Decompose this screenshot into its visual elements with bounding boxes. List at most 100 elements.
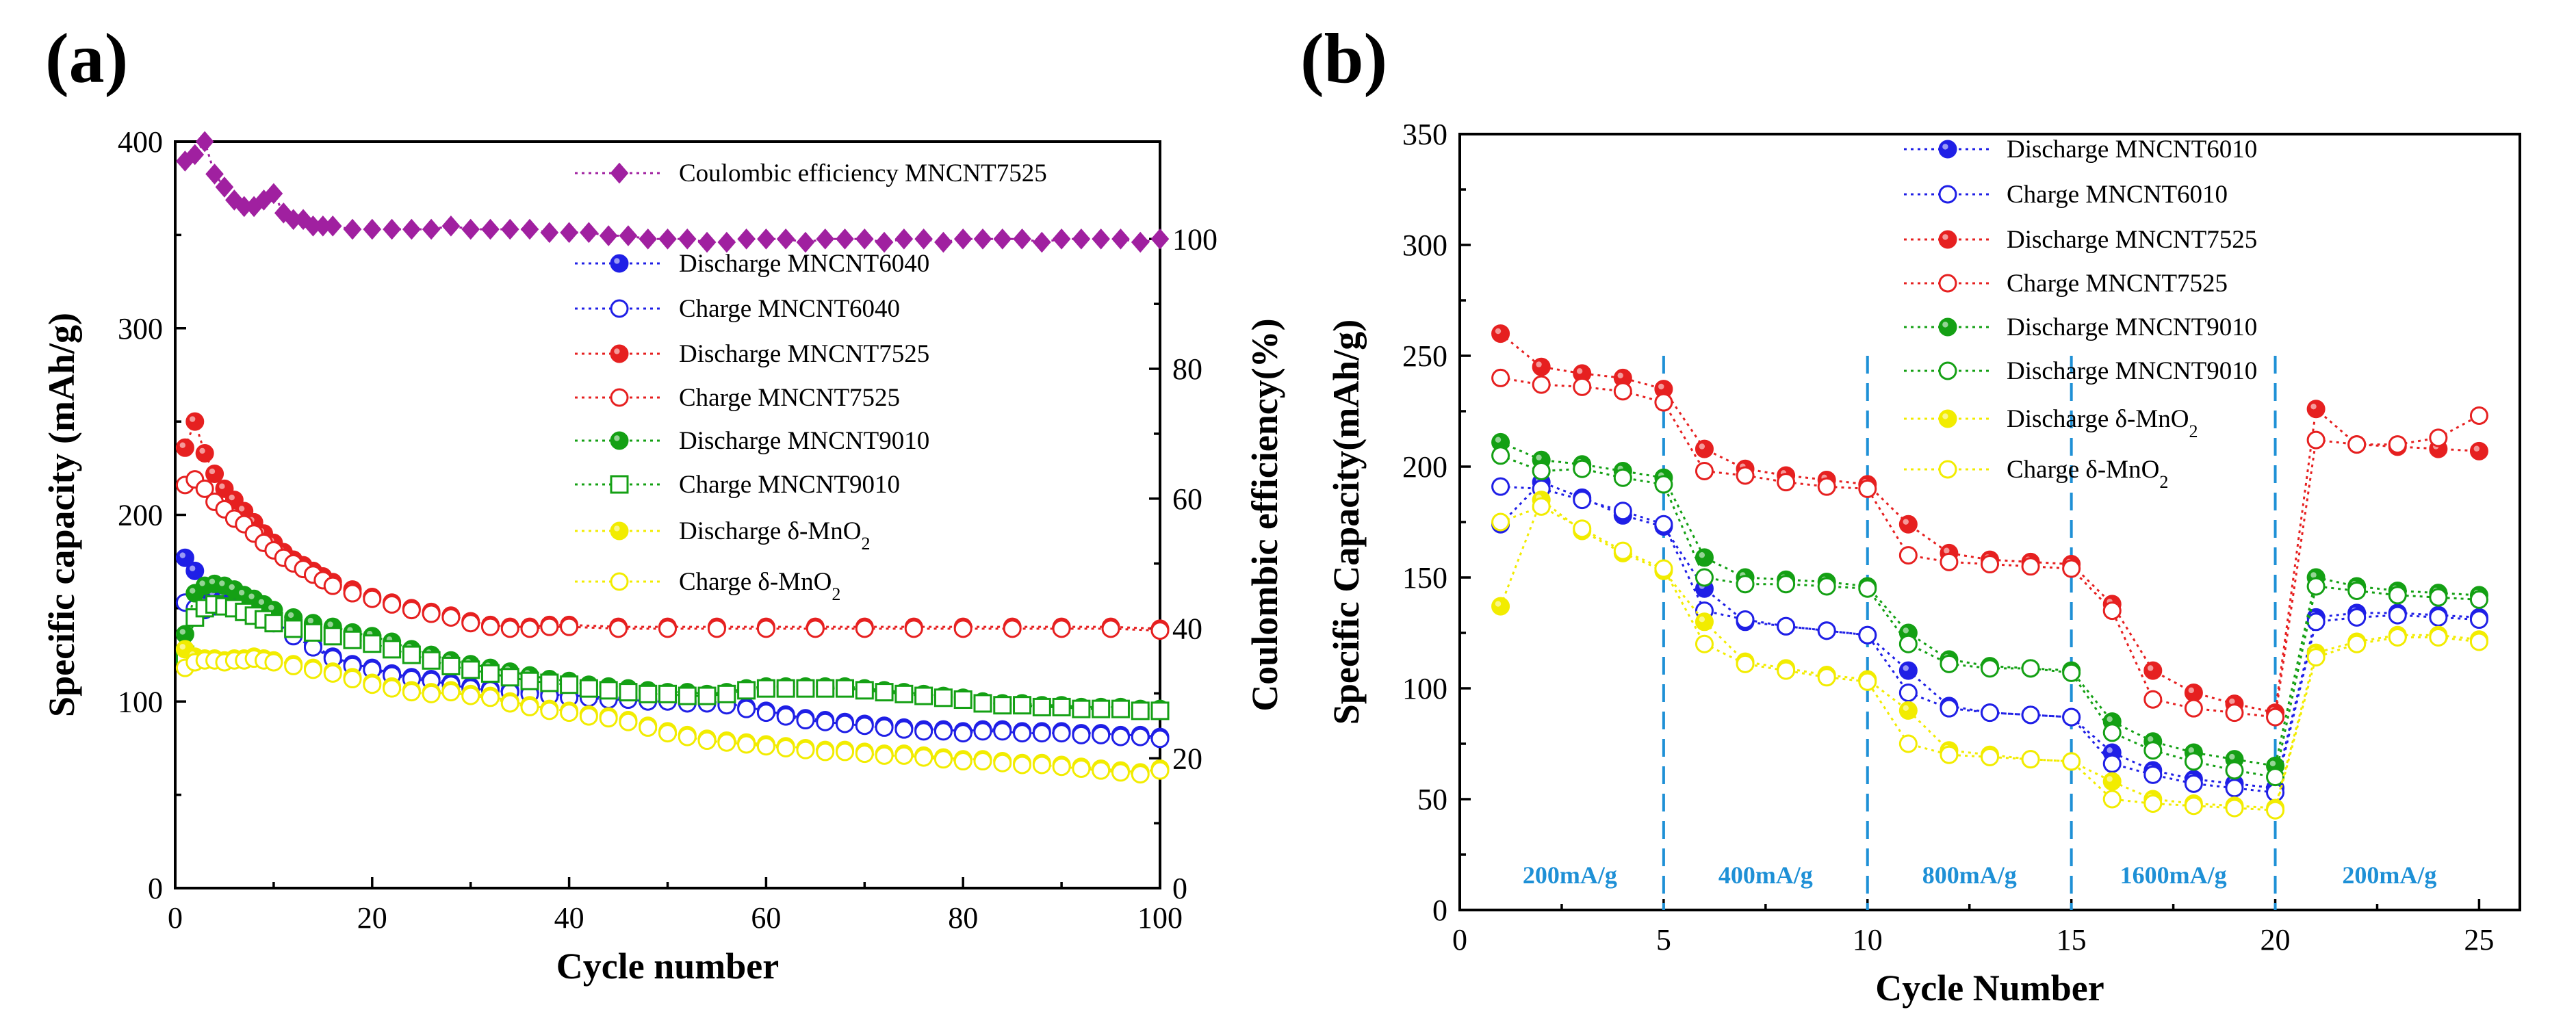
data-point (697, 231, 717, 253)
y-tick-label: 100 (118, 685, 163, 718)
series-line (183, 418, 1161, 630)
data-point (363, 675, 382, 694)
data-point (836, 714, 855, 733)
rate-label: 200mA/g (2342, 861, 2436, 889)
data-point (2388, 435, 2407, 454)
legend-label: Charge δ-MnO2 (2007, 456, 2168, 492)
legend-marker (1938, 409, 1957, 428)
data-point (914, 748, 933, 767)
data-point (500, 218, 519, 240)
data-point (1777, 616, 1796, 636)
data-point (2347, 581, 2367, 600)
data-point (1013, 755, 1032, 775)
data-point (658, 228, 677, 250)
data-point (904, 619, 923, 638)
legend-marker-highlight (1942, 322, 1948, 328)
data-point (914, 228, 933, 250)
data-point (422, 218, 441, 240)
data-point (1532, 375, 1551, 394)
data-point (914, 722, 933, 741)
data-point (993, 696, 1012, 715)
data-point (2102, 790, 2122, 809)
data-point (717, 231, 736, 253)
data-point (195, 131, 214, 153)
legend-marker (610, 572, 629, 591)
data-point (195, 443, 214, 463)
data-point-highlight (238, 589, 245, 596)
data-point (697, 686, 717, 705)
data-point (993, 722, 1012, 741)
legend-label: Discharge MNCNT7525 (679, 340, 929, 368)
data-point (816, 742, 835, 762)
legend-label: Discharge MNCNT9010 (2007, 357, 2257, 385)
data-point (1898, 515, 1918, 534)
data-point (894, 684, 914, 703)
data-point (678, 686, 697, 705)
data-point-highlight (1495, 601, 1502, 607)
data-point (2021, 750, 2040, 769)
legend-label: Discharge MNCNT7525 (2007, 226, 2257, 254)
data-point (363, 589, 382, 608)
data-point (2102, 601, 2122, 621)
data-point (441, 656, 461, 675)
data-point (1092, 761, 1111, 780)
data-point-highlight (2269, 760, 2276, 767)
data-point-highlight (209, 578, 216, 585)
y-tick-label: 200 (1402, 450, 1447, 484)
data-point (836, 228, 854, 250)
data-point (1898, 734, 1918, 753)
data-point (1898, 701, 1918, 720)
data-point (953, 752, 973, 771)
data-point-highlight (1495, 328, 1502, 335)
data-point (441, 608, 461, 627)
x-axis-title: Cycle number (556, 946, 779, 987)
data-point-highlight (238, 506, 245, 512)
data-point (343, 670, 362, 689)
data-point (599, 681, 618, 700)
y-tick-label: 300 (1402, 229, 1447, 262)
x-tick-label: 20 (357, 901, 387, 935)
plot-frame (174, 140, 1161, 889)
data-point (402, 645, 421, 664)
data-point (1981, 555, 1999, 574)
data-point (2429, 588, 2448, 607)
series-charge-mncnt7525 (175, 470, 1170, 640)
data-point (1817, 621, 1836, 640)
data-point (678, 727, 697, 746)
legend-marker (610, 475, 629, 494)
data-point (441, 683, 461, 702)
data-point (934, 231, 953, 253)
data-point (914, 686, 933, 705)
data-point-highlight (2107, 776, 2113, 782)
data-point (619, 225, 638, 246)
y2-axis-title: Coulombic efficiency(%) (1244, 318, 1285, 711)
y-tick-label: 200 (118, 499, 163, 532)
data-point (2469, 406, 2488, 425)
x-tick-label: 5 (1656, 923, 1671, 957)
data-point (363, 634, 382, 653)
data-point (1654, 515, 1673, 534)
data-point (1532, 497, 1551, 516)
data-point (560, 675, 579, 694)
legend-item: Discharge MNCNT7525 (575, 340, 929, 368)
data-point (2388, 627, 2407, 647)
data-point (1032, 755, 1051, 775)
data-point-highlight (1536, 361, 1542, 367)
data-point (383, 640, 402, 659)
data-point (816, 712, 835, 731)
data-point (2062, 707, 2081, 727)
data-point (520, 671, 539, 690)
data-point (953, 228, 973, 250)
data-point (875, 683, 894, 702)
data-point (2225, 798, 2244, 818)
data-point (1052, 228, 1071, 250)
legend-item: Charge δ-MnO2 (1904, 456, 2168, 492)
legend-item: Charge MNCNT6040 (575, 295, 900, 323)
data-point (2062, 559, 2081, 578)
rate-label: 400mA/g (1718, 861, 1813, 889)
legend-marker-highlight (614, 258, 620, 264)
data-point (697, 731, 717, 751)
data-point (1736, 610, 1755, 629)
legend-marker (610, 388, 629, 407)
data-point (796, 740, 815, 759)
